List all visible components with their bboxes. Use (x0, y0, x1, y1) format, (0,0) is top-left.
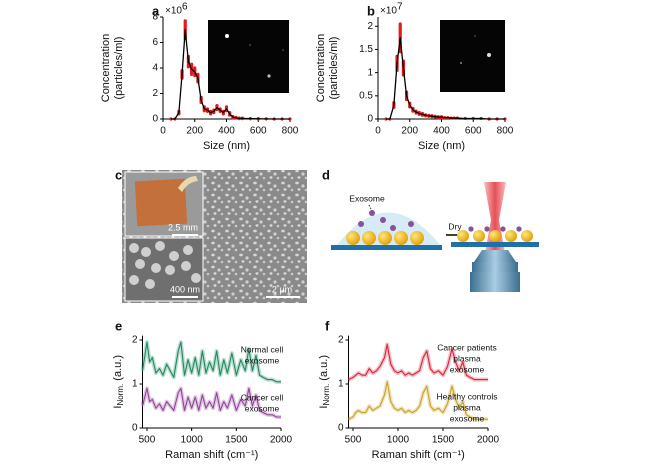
y-multiplier: ×10 (380, 6, 397, 17)
panel-letter: c (115, 167, 122, 182)
scale-bar-label: 2.5 mm (168, 222, 198, 232)
y-axis-label: (particles/ml) (113, 37, 125, 100)
series-label: Cancer cell (241, 392, 284, 402)
inset-image-a (208, 20, 289, 93)
x-axis-label: Size (nm) (203, 140, 250, 152)
y-tick-label: 2 (367, 21, 373, 32)
y-tick-label: 2 (338, 335, 344, 346)
y-tick-label: 1 (132, 379, 138, 390)
scale-bar-label: 400 nm (170, 284, 200, 294)
x-tick-label: 200 (401, 126, 418, 137)
series-label: plasma (453, 353, 481, 363)
y-axis-label: INorm. (a.u.) (318, 355, 331, 409)
series-label: exosome (245, 403, 280, 413)
y-axis-label-sub: Norm. (116, 384, 125, 406)
x-tick-label: 1500 (432, 435, 455, 446)
series-label: Healthy controls (437, 391, 498, 401)
y-axis-label: (particles/ml) (328, 37, 340, 100)
x-tick-label: 600 (465, 126, 482, 137)
x-tick-label: 0 (160, 126, 166, 137)
series-label: Cancer patients (437, 342, 497, 352)
y-axis-label: Concentration (100, 34, 112, 103)
schematic: Exosome Dry (331, 182, 539, 292)
x-tick-label: 800 (497, 126, 514, 137)
y-axis-label-sub: Norm. (322, 384, 331, 406)
x-axis-label: Size (nm) (418, 140, 465, 152)
panel-letter: b (367, 3, 375, 18)
x-tick-label: 1000 (387, 435, 410, 446)
series-label: exosome (450, 413, 485, 423)
x-tick-label: 1500 (225, 435, 248, 446)
x-axis-label: Raman shift (cm⁻¹) (372, 449, 465, 461)
y-tick-label: 0.5 (359, 90, 373, 101)
x-tick-label: 2000 (270, 435, 293, 446)
x-tick-label: 600 (250, 126, 267, 137)
y-tick-label: 8 (152, 12, 158, 23)
y-tick-label: 2 (152, 88, 158, 99)
y-tick-label: 0 (338, 423, 344, 434)
y-tick-label: 4 (152, 63, 158, 74)
x-tick-label: 200 (186, 126, 203, 137)
y-axis-label: INorm. (a.u.) (112, 355, 125, 409)
panel-letter: f (325, 318, 330, 333)
y-tick-label: 1.5 (359, 44, 373, 55)
x-axis-label: Raman shift (cm⁻¹) (165, 449, 258, 461)
series-label: plasma (453, 402, 481, 412)
line (170, 29, 290, 120)
series-label: exosome (245, 355, 280, 365)
series-label: Normal cell (241, 344, 284, 354)
y-tick-label: 2 (132, 335, 138, 346)
y-tick-label: 1 (338, 379, 344, 390)
x-tick-label: 400 (218, 126, 235, 137)
spectrum-line (141, 387, 281, 418)
x-tick-label: 400 (433, 126, 450, 137)
panel-letter: d (322, 167, 330, 182)
inset-image-b (440, 20, 505, 92)
arrow-label: Dry (448, 221, 462, 231)
x-tick-label: 1000 (181, 435, 204, 446)
y-tick-label: 0 (367, 114, 373, 125)
y-axis-label-unit: (a.u.) (318, 355, 330, 384)
spectrum-line (348, 381, 488, 420)
y-exponent: 6 (182, 2, 188, 13)
spectrum-line (141, 341, 281, 383)
series-label: exosome (450, 364, 485, 374)
y-axis-label-unit: (a.u.) (112, 355, 124, 384)
y-exponent: 7 (397, 2, 403, 13)
spectrum-line (348, 343, 488, 381)
line (385, 37, 505, 120)
exosome-label: Exosome (349, 193, 385, 203)
x-tick-label: 500 (139, 435, 156, 446)
panel-letter: a (152, 3, 160, 18)
y-tick-label: 0 (152, 114, 158, 125)
sem-image: 2.5 mm 400 nm 2 μm (122, 170, 307, 303)
x-tick-label: 800 (282, 126, 299, 137)
x-tick-label: 0 (375, 126, 381, 137)
x-tick-label: 2000 (477, 435, 500, 446)
y-tick-label: 1 (367, 67, 373, 78)
y-axis-label: Concentration (315, 34, 327, 103)
y-multiplier: ×10 (165, 6, 182, 17)
x-tick-label: 500 (345, 435, 362, 446)
panel-letter: e (115, 318, 122, 333)
y-axis-label-main: I (318, 406, 330, 409)
y-tick-label: 6 (152, 37, 158, 48)
y-tick-label: 0 (132, 423, 138, 434)
y-axis-label-main: I (112, 406, 124, 409)
scale-bar-label: 2 μm (272, 284, 292, 294)
